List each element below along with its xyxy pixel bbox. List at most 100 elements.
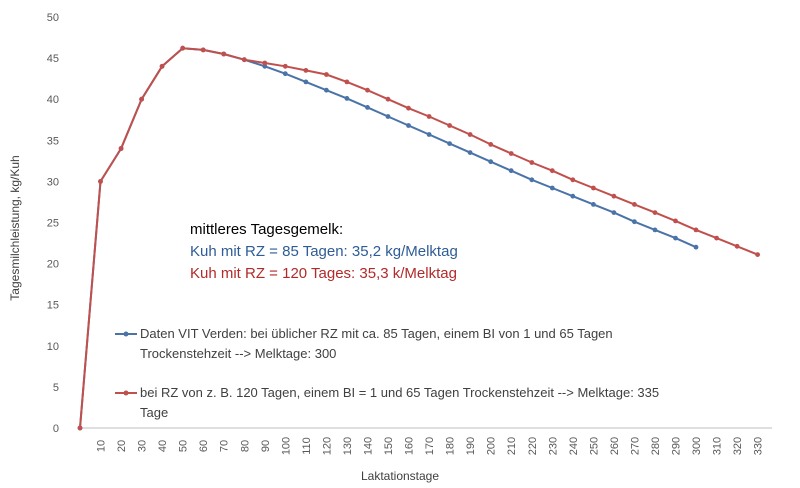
series-0-point-29 [673,235,678,241]
series-1-point-23 [549,168,555,174]
x-tick-label-31: 320 [732,437,744,455]
x-tick-label-22: 230 [547,437,559,455]
series-0-point-16 [406,123,411,128]
legend-label-vit-line-2: Trockenstehzeit --> Melktage: 300 [140,346,336,361]
series-group [77,45,760,431]
series-1-point-12 [324,72,329,77]
x-tick-label-27: 280 [650,437,662,455]
legend-entry-rz120: bei RZ von z. B. 120 Tagen, einem BI = 1… [115,385,659,420]
x-tick-label-9: 100 [280,437,292,455]
series-0-point-20 [488,159,494,165]
x-tick-label-8: 90 [260,440,272,452]
series-1-point-21 [508,151,514,156]
series-1-point-7 [221,51,227,57]
series-1-point-31 [714,235,719,241]
x-axis-label: Laktationstage [361,469,439,483]
x-tick-label-17: 180 [445,437,457,455]
legend-label-rz120-line-1: bei RZ von z. B. 120 Tagen, einem BI = 1… [140,385,659,400]
series-0-point-30 [693,244,699,250]
series-1-point-24 [570,177,576,183]
legend-marker-rz120 [123,390,129,396]
series-0-point-19 [467,150,473,156]
series-1-point-9 [262,60,268,66]
x-tick-label-32: 330 [753,437,765,455]
legend: Daten VIT Verden: bei üblicher RZ mit ca… [115,326,659,420]
x-tick-label-16: 170 [424,437,436,455]
y-tick-label-5: 25 [47,218,59,230]
series-1-point-32 [734,243,740,249]
series-0-point-18 [447,141,452,147]
y-axis-label: Tagesmilchleistung, kg/Kuh [8,155,22,300]
x-tick-label-19: 200 [486,437,498,455]
y-tick-label-7: 35 [47,135,59,147]
x-tick-label-25: 260 [609,437,621,455]
series-0-point-10 [282,71,288,77]
series-0-point-27 [632,219,637,225]
x-tick-label-13: 140 [362,437,374,455]
series-1-point-19 [467,132,473,137]
y-axis-ticks: 0 5 10 15 20 25 30 35 40 45 50 [47,12,59,435]
series-1-point-1 [98,179,103,184]
annotation-heading: mittleres Tagesgemelk: [190,221,343,238]
series-line-0 [79,47,697,429]
x-tick-label-23: 240 [568,437,580,455]
y-tick-label-0: 0 [53,423,59,435]
series-0-point-22 [529,177,535,183]
x-tick-label-18: 190 [465,437,477,455]
series-1-point-8 [241,57,247,63]
series-0-point-17 [426,132,432,137]
x-axis-ticks: 10 20 30 40 50 60 70 80 90 100 110 120 130 140 150 160 1… [96,437,765,455]
x-tick-label-26: 270 [629,437,641,455]
annotation-line-85: Kuh mit RZ = 85 Tagen: 35,2 kg/Melktag [190,243,458,260]
series-1-point-0 [77,425,83,431]
y-tick-label-2: 10 [47,341,59,353]
x-tick-label-20: 210 [506,437,518,455]
y-tick-label-8: 40 [47,94,59,106]
legend-label-rz120-line-2: Tage [140,405,168,420]
series-1-point-20 [488,142,494,147]
x-tick-label-1: 20 [116,440,128,452]
series-1-point-5 [180,45,186,51]
series-0-point-13 [344,96,350,101]
series-1-point-6 [200,47,206,53]
x-tick-label-29: 300 [691,437,703,455]
x-tick-label-4: 50 [178,440,190,452]
series-1-point-17 [426,114,432,119]
series-0-point-23 [549,185,555,191]
series-1-point-10 [282,63,288,69]
series-1-point-3 [139,96,145,102]
x-tick-label-5: 60 [198,440,210,452]
series-1-point-26 [611,193,617,199]
x-tick-label-6: 70 [219,440,231,452]
series-0-point-21 [508,168,514,174]
series-0-point-24 [570,193,576,199]
x-tick-label-14: 150 [383,437,395,455]
x-tick-label-12: 130 [342,437,354,455]
series-1-point-29 [673,218,678,224]
series-0-point-9 [262,63,268,69]
series-1-point-11 [303,68,309,73]
x-tick-label-30: 310 [712,437,724,455]
y-tick-label-3: 15 [47,300,59,312]
series-1-point-13 [344,79,350,85]
series-0-point-26 [611,210,617,216]
x-tick-label-0: 10 [96,440,108,452]
series-1-point-33 [755,252,760,257]
x-tick-label-2: 30 [137,440,149,452]
series-1-point-22 [529,160,535,165]
x-tick-label-3: 40 [157,440,169,452]
y-tick-label-6: 30 [47,176,59,188]
series-0-point-25 [591,202,596,207]
x-tick-label-28: 290 [670,437,682,455]
y-tick-label-4: 20 [47,259,59,271]
series-1-point-15 [385,96,391,102]
annotation-line-120: Kuh mit RZ = 120 Tages: 35,3 k/Melktag [190,265,457,282]
y-tick-label-10: 50 [47,12,59,24]
x-tick-label-10: 110 [301,437,313,455]
y-tick-label-9: 45 [47,53,59,65]
series-1-point-28 [652,210,658,216]
annotation: mittleres Tagesgemelk: Kuh mit RZ = 85 T… [190,221,458,282]
series-0-point-14 [365,105,370,110]
y-tick-label-1: 5 [53,382,59,394]
series-0-point-28 [652,227,658,233]
